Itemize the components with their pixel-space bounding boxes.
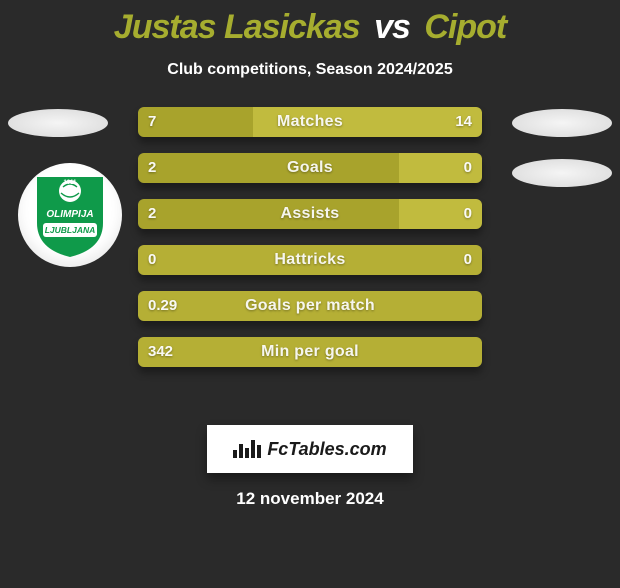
bar-value-left: 0 — [148, 245, 156, 275]
subtitle: Club competitions, Season 2024/2025 — [0, 61, 620, 79]
bar-value-left: 2 — [148, 199, 156, 229]
stat-bar-row: Hattricks0 0 — [138, 245, 482, 275]
bar-label: Goals — [138, 153, 482, 183]
bar-value-right: 14 — [455, 107, 472, 137]
bar-value-right: 0 — [464, 245, 472, 275]
watermark[interactable]: FcTables.com — [207, 425, 413, 473]
stat-bar-row: Min per goal342 — [138, 337, 482, 367]
bar-value-left: 2 — [148, 153, 156, 183]
stat-bar-row: Goals per match0.29 — [138, 291, 482, 321]
date-label: 12 november 2024 — [0, 489, 620, 509]
vs-label: vs — [374, 8, 410, 46]
badge-text-bottom: LJUBLJANA — [45, 225, 96, 235]
stat-bar-row: Matches7 14 — [138, 107, 482, 137]
player-a-name: Justas Lasickas — [114, 8, 360, 46]
bars-chart-icon — [233, 440, 261, 458]
player-b-name: Cipot — [424, 8, 506, 46]
player-b-placeholder-ellipse-1 — [512, 109, 612, 137]
bars-container: Matches714Goals20Assists20Hattricks00Goa… — [138, 107, 482, 367]
bar-label: Hattricks — [138, 245, 482, 275]
bar-value-left: 7 — [148, 107, 156, 137]
stat-bar-row: Assists2 0 — [138, 199, 482, 229]
comparison-content: 1911 OLIMPIJA LJUBLJANA Matches714Goals2… — [0, 107, 620, 407]
player-a-placeholder-ellipse — [8, 109, 108, 137]
bar-label: Assists — [138, 199, 482, 229]
badge-year: 1911 — [63, 180, 77, 186]
bar-value-left: 342 — [148, 337, 173, 367]
bar-value-right: 0 — [464, 153, 472, 183]
club-badge: 1911 OLIMPIJA LJUBLJANA — [18, 163, 122, 267]
club-badge-svg: 1911 OLIMPIJA LJUBLJANA — [33, 171, 107, 259]
bar-label: Goals per match — [138, 291, 482, 321]
page-title: Justas Lasickas vs Cipot — [0, 8, 620, 47]
bar-label: Matches — [138, 107, 482, 137]
badge-text-top: OLIMPIJA — [46, 209, 93, 220]
watermark-text: FcTables.com — [267, 439, 386, 460]
bar-value-right: 0 — [464, 199, 472, 229]
bar-label: Min per goal — [138, 337, 482, 367]
bar-value-left: 0.29 — [148, 291, 177, 321]
player-b-placeholder-ellipse-2 — [512, 159, 612, 187]
stat-bar-row: Goals2 0 — [138, 153, 482, 183]
